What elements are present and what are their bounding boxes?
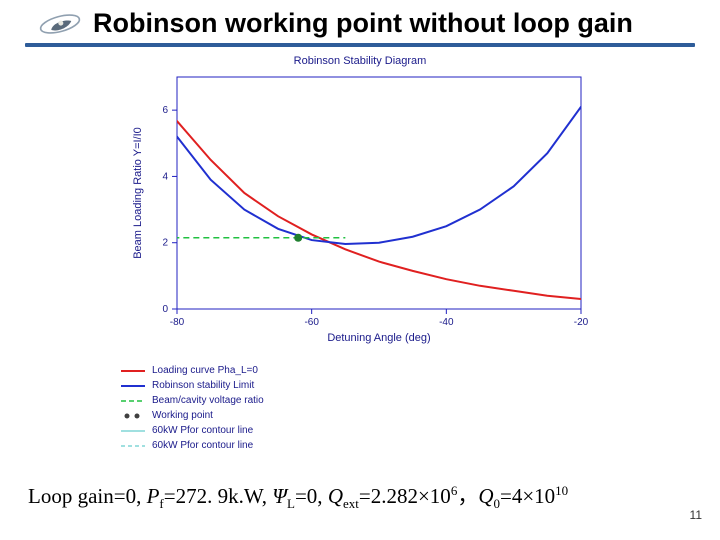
legend-swatch-icon (120, 426, 146, 436)
svg-text:2: 2 (162, 238, 168, 249)
slide-header: Robinson working point without loop gain (0, 0, 720, 43)
svg-text:-60: -60 (304, 317, 319, 328)
chart-title: Robinson Stability Diagram (100, 55, 620, 67)
legend-item: Loading curve Pha_L=0 (120, 363, 620, 378)
legend-swatch-icon (120, 441, 146, 451)
chart-container: Robinson Stability Diagram -80 -60 -40 -20 0… (100, 55, 620, 453)
page-number: 11 (690, 508, 702, 522)
legend-swatch-icon (120, 396, 146, 406)
legend-item: Robinson stability Limit (120, 378, 620, 393)
svg-text:Detuning Angle (deg): Detuning Angle (deg) (327, 332, 430, 344)
legend-item: Working point (120, 408, 620, 423)
stability-chart: -80 -60 -40 -20 0 2 4 6 Detuning Angle (deg) Beam… (125, 69, 595, 349)
bottom-caption: Loop gain=0, Pf=272. 9k.W, ΨL=0, Qext=2.… (28, 480, 568, 512)
legend-label: Robinson stability Limit (152, 378, 254, 393)
svg-text:6: 6 (162, 105, 168, 116)
legend-swatch-icon (120, 411, 146, 421)
chart-legend: Loading curve Pha_L=0Robinson stability … (120, 363, 620, 453)
header-rule (25, 43, 695, 47)
legend-label: Working point (152, 408, 213, 423)
legend-item: 60kW Pfor contour line (120, 438, 620, 453)
legend-swatch-icon (120, 366, 146, 376)
slide-title: Robinson working point without loop gain (93, 8, 633, 39)
legend-label: 60kW Pfor contour line (152, 423, 253, 438)
legend-label: Beam/cavity voltage ratio (152, 393, 264, 408)
svg-text:Beam Loading Ratio Y=I/I0: Beam Loading Ratio Y=I/I0 (132, 127, 144, 259)
legend-label: 60kW Pfor contour line (152, 438, 253, 453)
legend-item: 60kW Pfor contour line (120, 423, 620, 438)
svg-text:0: 0 (162, 304, 168, 315)
svg-text:-20: -20 (574, 317, 589, 328)
legend-label: Loading curve Pha_L=0 (152, 363, 258, 378)
svg-text:-80: -80 (170, 317, 185, 328)
legend-item: Beam/cavity voltage ratio (120, 393, 620, 408)
galaxy-logo-icon (35, 9, 85, 39)
svg-text:4: 4 (162, 171, 168, 182)
svg-text:-40: -40 (439, 317, 454, 328)
legend-swatch-icon (120, 381, 146, 391)
